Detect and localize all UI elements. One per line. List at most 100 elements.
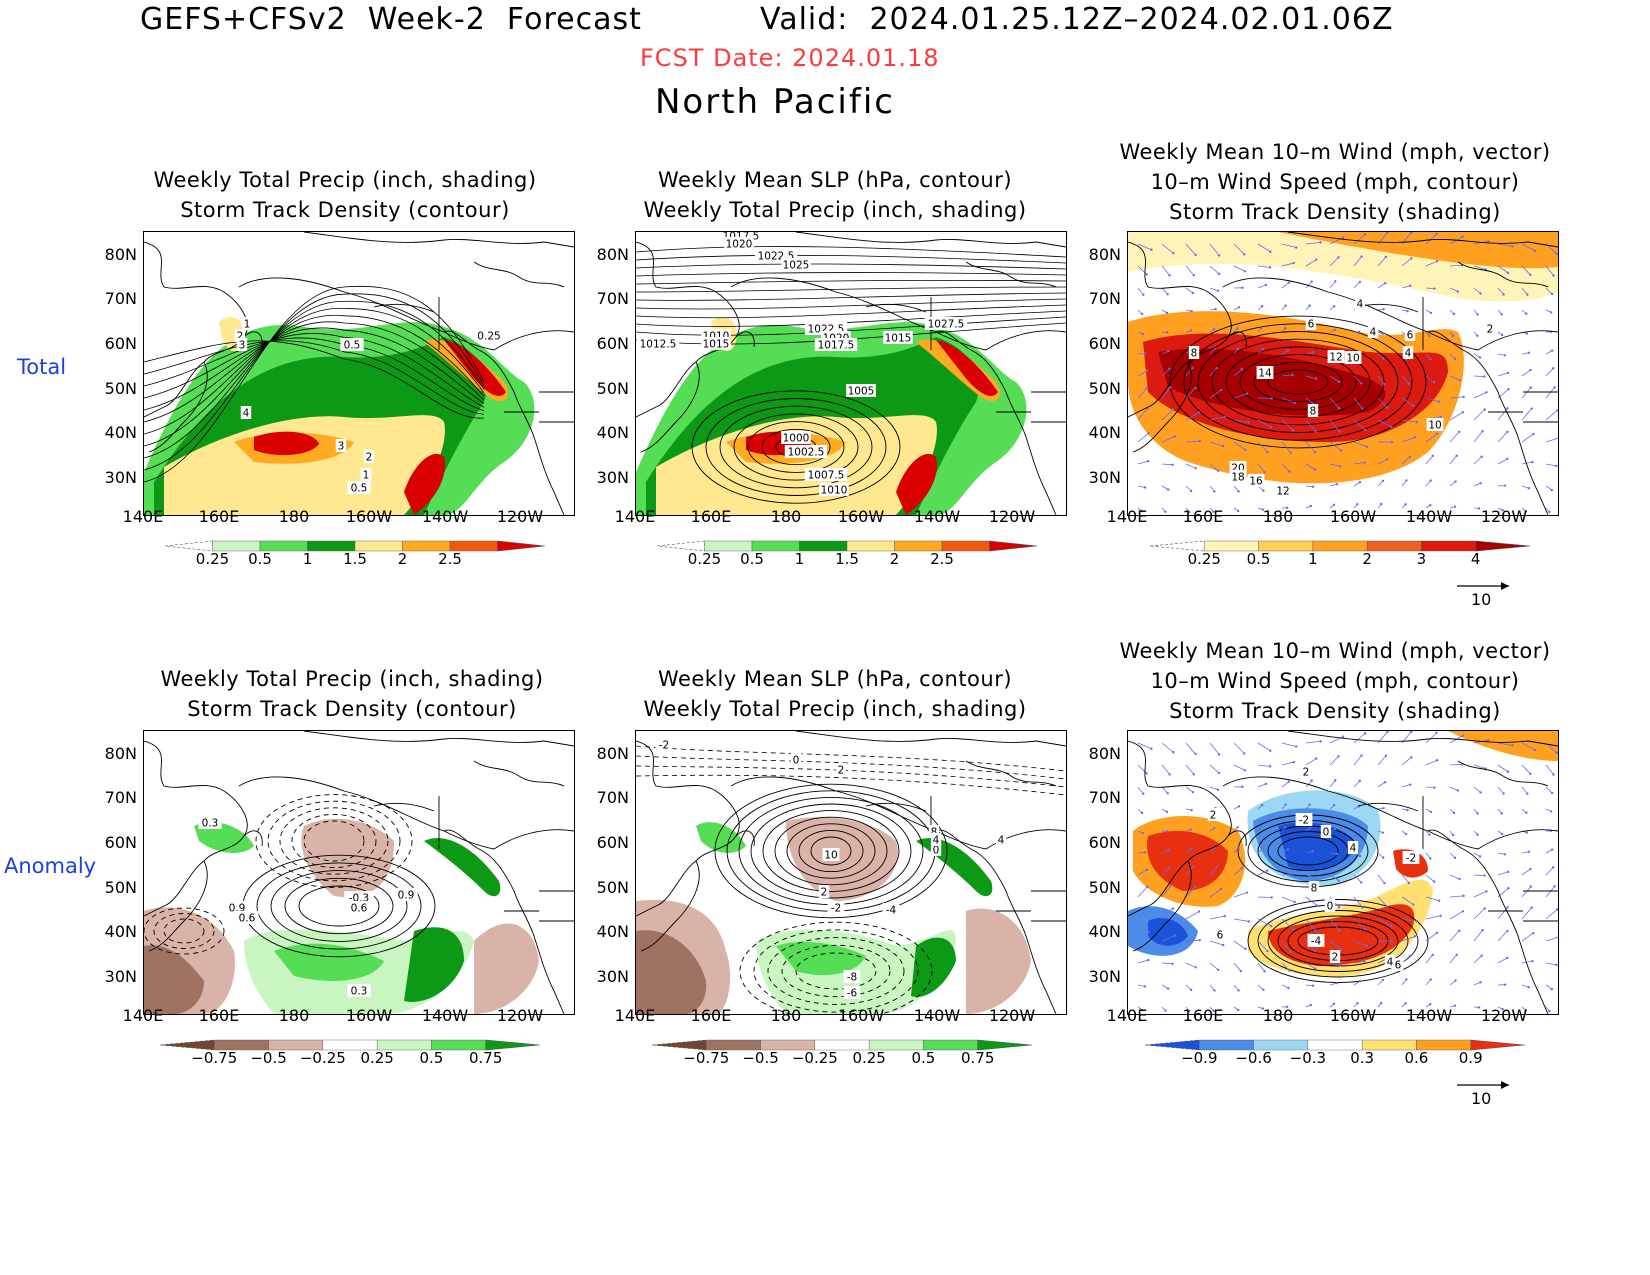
wind-vector-head bbox=[1358, 480, 1362, 484]
wind-vector bbox=[1329, 756, 1339, 766]
coastline bbox=[730, 776, 987, 850]
wind-vector-head bbox=[1506, 956, 1509, 960]
wind-vector bbox=[1281, 896, 1295, 903]
coastline bbox=[636, 241, 740, 418]
lon-tick-label: 140W bbox=[913, 507, 961, 526]
wind-vector bbox=[1473, 786, 1481, 793]
wind-vector bbox=[1257, 764, 1271, 767]
wind-vector bbox=[1233, 243, 1245, 255]
contour-label-bg bbox=[655, 738, 673, 751]
wind-vector-head bbox=[1429, 857, 1432, 860]
wind-vector-head bbox=[1261, 347, 1265, 351]
wind-vector bbox=[1401, 397, 1414, 406]
wind-vector-head bbox=[1146, 386, 1149, 390]
contour-line bbox=[144, 285, 485, 483]
contour-label: 1002.5 bbox=[788, 447, 825, 459]
lon-tick-label: 140E bbox=[122, 1006, 164, 1025]
wind-vector bbox=[1329, 281, 1336, 289]
wind-vector bbox=[1209, 265, 1220, 275]
wind-vector bbox=[1185, 440, 1200, 443]
wind-vector bbox=[1449, 874, 1460, 880]
wind-vector bbox=[1137, 387, 1148, 399]
isobar bbox=[636, 755, 1066, 780]
colorbar-tick-label: 0.5 bbox=[911, 1049, 936, 1067]
wind-vector bbox=[1497, 265, 1509, 274]
contour-label-bg bbox=[1307, 404, 1319, 417]
lat-tick-label: 60N bbox=[596, 833, 629, 852]
coastline bbox=[795, 731, 1066, 747]
wind-vector-head bbox=[1531, 959, 1534, 963]
contour-label: 1025 bbox=[783, 260, 810, 272]
wind-vector-head bbox=[1360, 754, 1363, 757]
wind-vector-head bbox=[1548, 510, 1551, 514]
wind-vector-head bbox=[1487, 738, 1490, 742]
contour-label: 2 bbox=[821, 887, 828, 899]
wind-vector-head bbox=[1453, 357, 1457, 361]
wind-vector-head bbox=[1479, 482, 1482, 485]
wind-vector bbox=[1473, 430, 1483, 443]
wind-vector bbox=[1545, 368, 1554, 377]
wind-vector-head bbox=[1268, 266, 1272, 269]
colorbar-tick-label: 0.6 bbox=[1404, 1049, 1429, 1067]
wind-vector-head bbox=[1439, 415, 1442, 418]
wind-vector-head bbox=[1527, 985, 1530, 989]
wind-vector-head bbox=[1338, 929, 1341, 932]
wind-vector bbox=[1209, 243, 1220, 256]
wind-vector-head bbox=[1390, 939, 1393, 943]
map-canvas: 1017.510201022.510251012.5101010151022.5… bbox=[636, 232, 1066, 515]
coastline bbox=[985, 829, 1066, 850]
contour-label: 1010 bbox=[821, 485, 848, 497]
wind-vector-head bbox=[1140, 1008, 1144, 1012]
wind-speed-contour bbox=[1183, 323, 1413, 441]
wind-vector-head bbox=[1339, 449, 1343, 452]
slp-anom-title: Weekly Mean SLP (hPa, contour) Weekly Tot… bbox=[643, 667, 1027, 721]
wind-vector-head bbox=[1555, 464, 1558, 468]
wind-vector bbox=[1497, 871, 1509, 876]
lat-tick-label: 70N bbox=[1088, 788, 1121, 807]
contour-line bbox=[144, 293, 485, 471]
contour-label-bg bbox=[1274, 484, 1292, 497]
wind-vector bbox=[1257, 243, 1271, 253]
wind-vector bbox=[1401, 784, 1411, 788]
wind-vector bbox=[1209, 888, 1222, 898]
colorbar-swatches bbox=[656, 540, 1038, 552]
contour-label-bg bbox=[814, 338, 858, 351]
wind-vector-head bbox=[1433, 786, 1436, 789]
wind-vector bbox=[1353, 874, 1362, 883]
colorbar-tick-label: 0.5 bbox=[419, 1049, 444, 1067]
wind-vector bbox=[1401, 935, 1416, 942]
wind-vector bbox=[1425, 954, 1434, 964]
wind-vector bbox=[1449, 455, 1458, 465]
wind-vector-head bbox=[1339, 948, 1343, 951]
wind-vector-head bbox=[1363, 732, 1367, 735]
wind-vector-head bbox=[1455, 454, 1458, 457]
wind-vector bbox=[1377, 419, 1392, 428]
wind-vector-head bbox=[1429, 311, 1433, 315]
shading-area bbox=[424, 837, 501, 897]
wind-vector bbox=[1137, 886, 1148, 898]
wind-vector-head bbox=[1198, 439, 1201, 443]
wind-vector-head bbox=[1337, 380, 1340, 383]
contour-label-bg bbox=[781, 431, 811, 444]
wind-vector-head bbox=[1428, 334, 1431, 337]
wind-vector-head bbox=[1361, 407, 1364, 410]
lon-tick-label: 160W bbox=[1329, 507, 1377, 526]
isobar bbox=[786, 823, 876, 879]
wind-vector-head bbox=[1476, 812, 1479, 815]
wind-vector bbox=[1305, 918, 1316, 931]
lat-tick-label: 80N bbox=[104, 245, 137, 264]
lon-tick-label: 140E bbox=[1106, 507, 1148, 526]
shading-area bbox=[194, 822, 254, 853]
wind-vector bbox=[1497, 243, 1513, 247]
contour-label: 0 bbox=[1327, 901, 1334, 913]
wind-vector-head bbox=[1212, 1009, 1215, 1012]
lon-tick-label: 140W bbox=[1405, 1006, 1453, 1025]
colorbar-end-triangle bbox=[651, 1039, 707, 1051]
wind-vector bbox=[1209, 742, 1220, 755]
shading-area bbox=[444, 340, 506, 396]
lon-tick-label: 140E bbox=[614, 1006, 656, 1025]
precip-total-title: Weekly Total Precip (inch, shading) Storm… bbox=[153, 168, 537, 222]
contour-label: 1000 bbox=[783, 433, 810, 445]
lon-tick-label: 120W bbox=[496, 507, 544, 526]
